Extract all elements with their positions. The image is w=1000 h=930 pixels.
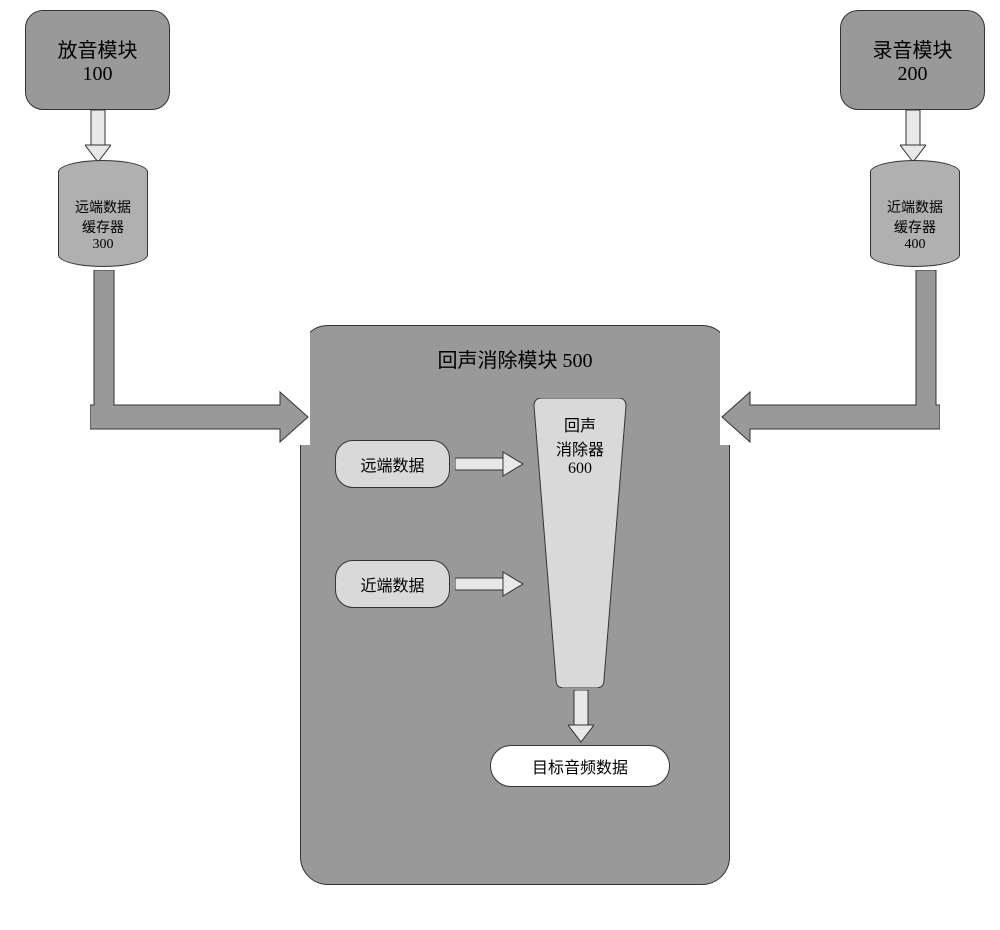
near-data-pill: 近端数据 bbox=[335, 560, 450, 608]
far-buffer-num: 300 bbox=[93, 237, 114, 253]
canceller-label: 回声 消除器 bbox=[530, 412, 630, 460]
output-label: 目标音频数据 bbox=[532, 754, 628, 778]
canceller-num: 600 bbox=[530, 460, 630, 478]
far-buffer-label: 远端数据 缓存器 bbox=[75, 197, 131, 237]
record-title: 录音模块 bbox=[873, 34, 953, 63]
record-num: 200 bbox=[898, 63, 928, 86]
near-buffer-label: 近端数据 缓存器 bbox=[887, 197, 943, 237]
near-buffer: 近端数据 缓存器 400 bbox=[870, 160, 960, 267]
arrow-playback-to-farbuffer bbox=[85, 110, 111, 165]
arrow-neardata-to-funnel bbox=[455, 570, 525, 598]
echo-canceller: 回声 消除器 600 bbox=[530, 398, 630, 688]
echo-module-title: 回声消除模块 500 bbox=[301, 344, 729, 373]
far-data-label: 远端数据 bbox=[360, 452, 424, 476]
arrow-record-to-nearbuffer bbox=[900, 110, 926, 165]
arrow-nearbuffer-to-echo bbox=[720, 270, 940, 445]
record-module: 录音模块 200 bbox=[840, 10, 985, 110]
playback-title: 放音模块 bbox=[58, 34, 138, 63]
arrow-farbuffer-to-echo-clean bbox=[90, 270, 310, 445]
playback-num: 100 bbox=[83, 63, 113, 86]
far-data-pill: 远端数据 bbox=[335, 440, 450, 488]
output-pill: 目标音频数据 bbox=[490, 745, 670, 787]
near-buffer-num: 400 bbox=[905, 237, 926, 253]
far-buffer: 远端数据 缓存器 300 bbox=[58, 160, 148, 267]
arrow-funnel-to-output bbox=[568, 690, 594, 745]
arrow-fardata-to-funnel bbox=[455, 450, 525, 478]
near-data-label: 近端数据 bbox=[360, 572, 424, 596]
playback-module: 放音模块 100 bbox=[25, 10, 170, 110]
